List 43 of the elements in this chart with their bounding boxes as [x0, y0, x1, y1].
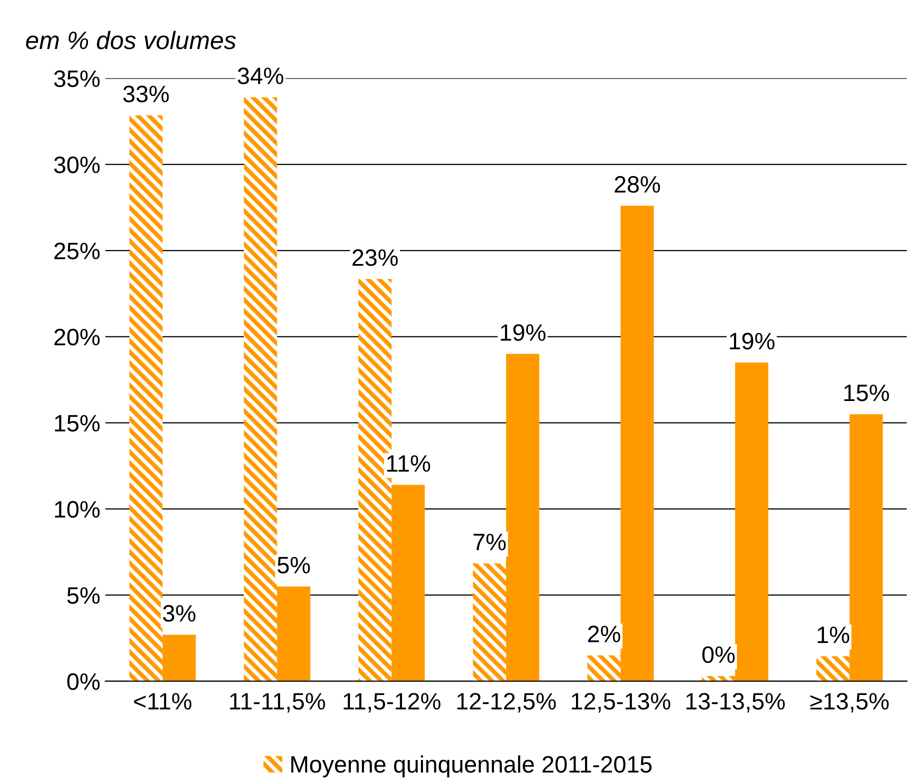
bar: [244, 97, 278, 682]
data-label: 5%: [278, 556, 310, 574]
data-label: 11%: [387, 455, 430, 472]
bar: [162, 634, 196, 682]
x-tick-label: <11%: [134, 693, 192, 710]
y-tick-label: 35%: [54, 70, 100, 88]
y-tick-label: 30%: [54, 156, 100, 174]
bar: [620, 206, 654, 682]
data-label: 34%: [238, 68, 284, 84]
bar: [392, 484, 425, 682]
data-label: 15%: [844, 384, 889, 402]
bar: [850, 414, 883, 682]
data-label: 7%: [474, 534, 506, 550]
bar: [587, 655, 621, 682]
data-label: 2%: [588, 626, 620, 642]
bar: [735, 362, 768, 682]
y-axis-title: em % dos volumes: [26, 30, 236, 50]
x-tick-label: 13-13,5%: [686, 692, 785, 712]
legend-label: Moyenne quinquennale 2011-2015: [291, 755, 652, 778]
y-tick-label: 15%: [55, 414, 100, 432]
x-tick-label: ≥13,5%: [810, 692, 889, 712]
data-label: 19%: [730, 332, 774, 350]
y-tick-label: 10%: [55, 501, 100, 518]
data-label: 33%: [123, 86, 169, 102]
bar: [472, 563, 506, 682]
y-tick-label: 0%: [67, 673, 100, 690]
bar: [277, 586, 310, 682]
bar: [816, 656, 850, 682]
data-label: 3%: [163, 604, 196, 622]
bar: [129, 115, 163, 682]
data-label: 1%: [818, 626, 850, 644]
data-label: 19%: [500, 324, 546, 341]
data-label: 0%: [702, 646, 735, 664]
y-tick-label: 25%: [54, 242, 100, 260]
data-label: 28%: [614, 176, 660, 193]
x-tick-label: 11,5-12%: [344, 692, 440, 712]
y-tick-label: 20%: [54, 328, 100, 346]
y-tick-label: 5%: [67, 587, 100, 604]
x-tick-label: 11-11,5%: [230, 693, 326, 712]
data-label: 23%: [352, 249, 398, 266]
x-tick-label: 12,5-13%: [572, 692, 670, 712]
x-tick-label: 12-12,5%: [457, 692, 556, 712]
bar: [506, 354, 540, 682]
